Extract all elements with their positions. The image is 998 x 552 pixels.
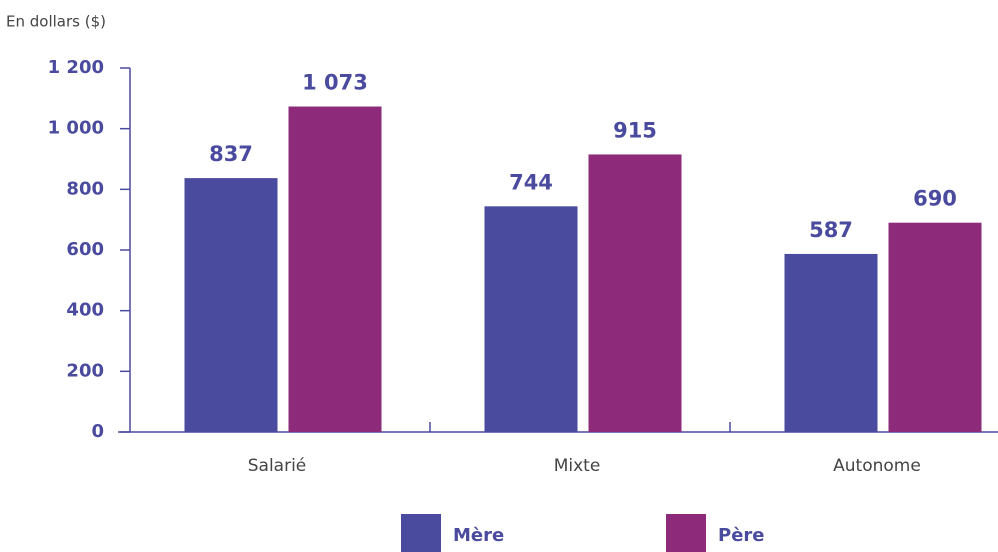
bar xyxy=(588,154,682,432)
y-tick-label: 1 200 xyxy=(48,57,104,78)
y-tick-label: 200 xyxy=(66,360,104,381)
legend-swatch xyxy=(401,514,441,552)
legend-label: Père xyxy=(718,525,765,546)
bar xyxy=(484,206,578,432)
y-tick-label: 1 000 xyxy=(48,118,104,139)
y-tick-label: 400 xyxy=(66,300,104,321)
value-label: 837 xyxy=(209,142,253,166)
bar xyxy=(888,222,982,432)
legend-swatch xyxy=(666,514,706,552)
x-tick-label: Mixte xyxy=(554,456,601,476)
x-tick-label: Autonome xyxy=(833,456,921,476)
x-tick-label: Salarié xyxy=(248,456,307,476)
bar xyxy=(288,106,382,433)
value-label: 915 xyxy=(613,118,657,142)
y-tick-label: 800 xyxy=(66,178,104,199)
axis-label: En dollars ($) xyxy=(6,13,106,31)
value-label: 1 073 xyxy=(302,71,368,95)
bar xyxy=(184,178,278,432)
bar xyxy=(784,253,878,432)
y-tick-label: 600 xyxy=(66,239,104,260)
y-tick-label: 0 xyxy=(91,421,104,442)
legend-label: Mère xyxy=(453,525,504,546)
value-label: 744 xyxy=(509,170,553,194)
value-label: 690 xyxy=(913,187,957,211)
value-label: 587 xyxy=(809,218,853,242)
